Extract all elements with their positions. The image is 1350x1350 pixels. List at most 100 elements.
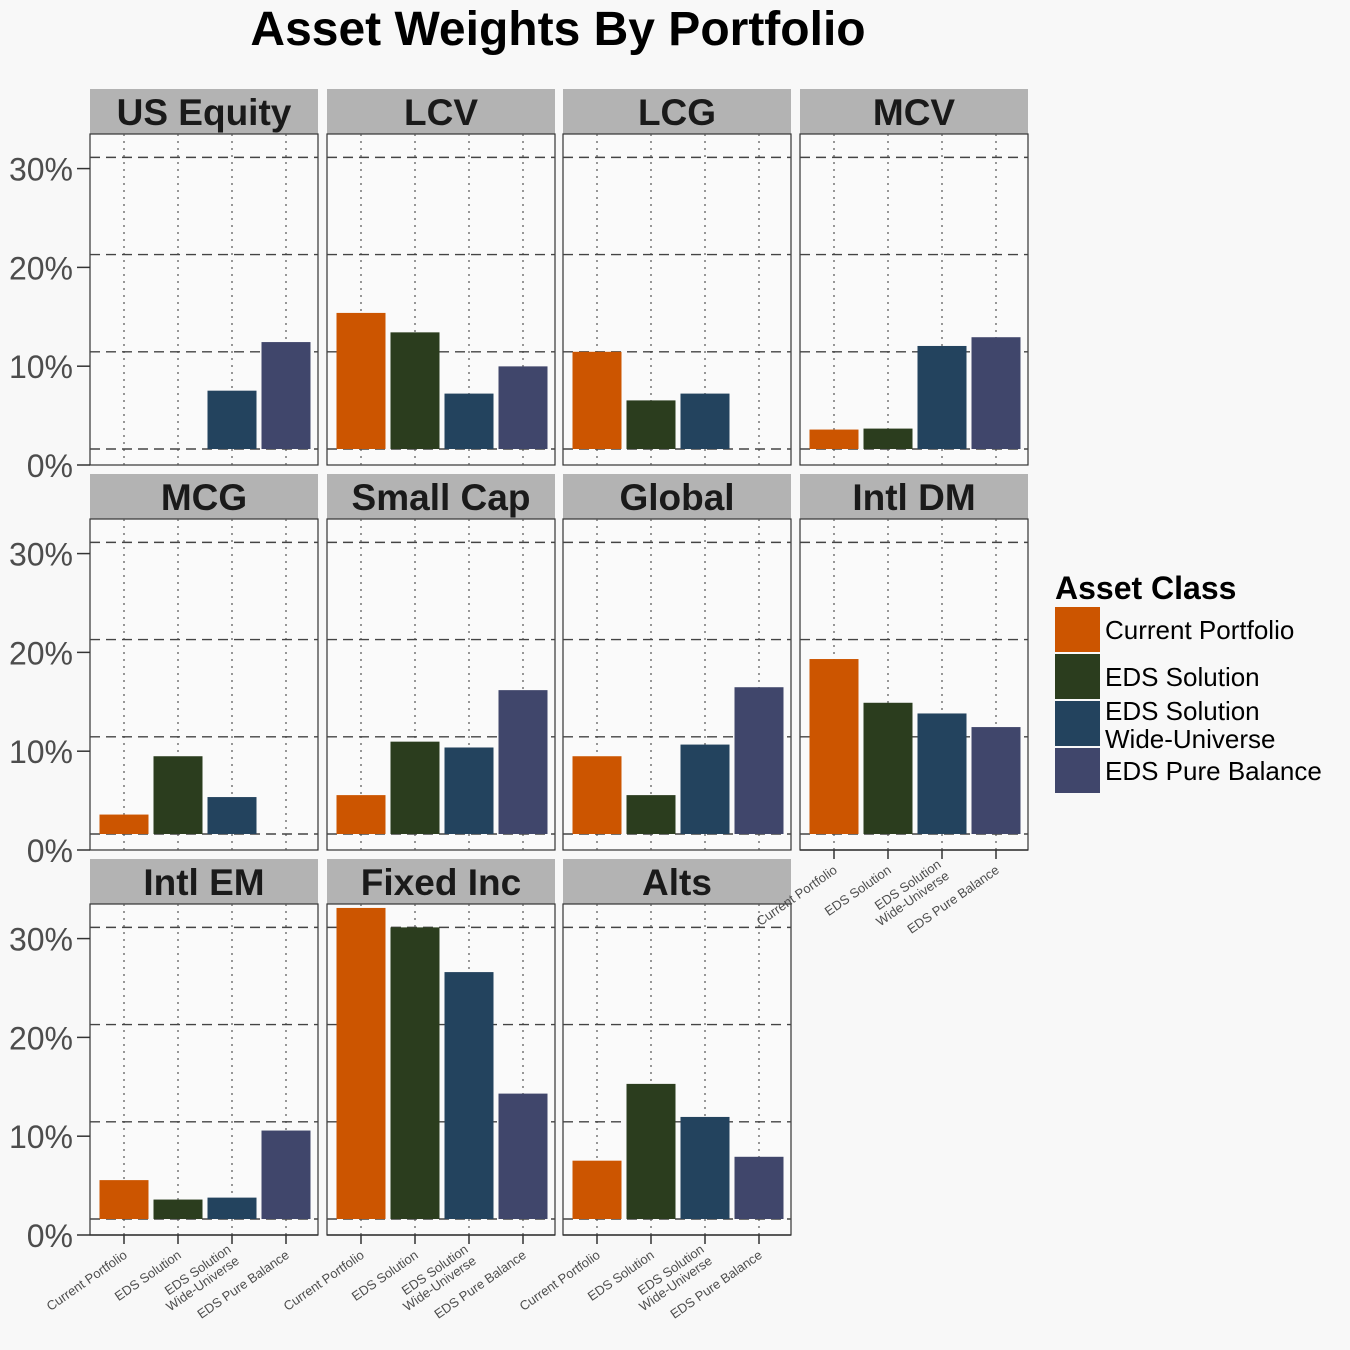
legend-label: EDS Solution: [1105, 662, 1260, 692]
legend-swatch: [1055, 654, 1100, 699]
bar-fixed-inc-eds-solution-wide-universe: [444, 972, 494, 1219]
panel-strip: [563, 474, 791, 519]
bar-intl-dm-eds-pure-balance: [971, 727, 1021, 834]
panel-intl-dm: Intl DM: [799, 474, 1029, 851]
panel-title: MCG: [161, 477, 247, 518]
y-tick-label: 0%: [27, 448, 73, 484]
bar-small-cap-current-portfolio: [336, 795, 386, 834]
bar-intl-dm-current-portfolio: [809, 659, 859, 834]
y-tick-label: 30%: [9, 922, 73, 958]
bar-lcg-current-portfolio: [572, 351, 622, 449]
bar-intl-em-eds-pure-balance: [261, 1130, 311, 1219]
panel-plot-area: [89, 518, 319, 851]
panel-mcg: MCG: [89, 474, 319, 851]
panel-strip: [800, 474, 1028, 519]
bar-us-equity-eds-pure-balance: [261, 342, 311, 449]
panel-alts: Alts: [562, 859, 792, 1236]
x-tick-label: Current Portfolio: [517, 1247, 603, 1314]
bar-alts-eds-solution-wide-universe: [680, 1116, 730, 1219]
panel-title: Small Cap: [352, 477, 531, 518]
y-tick-label: 20%: [9, 250, 73, 286]
x-tick-label: Current Portfolio: [281, 1247, 367, 1314]
bar-lcv-current-portfolio: [336, 312, 386, 449]
x-tick-label: Current Portfolio: [44, 1247, 130, 1314]
bar-global-current-portfolio: [572, 756, 622, 834]
chart-title: Asset Weights By Portfolio: [250, 3, 865, 56]
legend: Asset Class Current Portfolio EDS Solutio…: [1055, 570, 1322, 793]
bar-lcv-eds-solution: [390, 332, 440, 449]
y-tick-label: 20%: [9, 635, 73, 671]
bar-fixed-inc-eds-solution: [390, 927, 440, 1219]
panel-title: LCG: [638, 92, 716, 133]
y-tick-label: 0%: [27, 1218, 73, 1254]
bar-global-eds-pure-balance: [734, 687, 784, 834]
bar-small-cap-eds-solution: [390, 741, 440, 834]
bar-global-eds-solution-wide-universe: [680, 744, 730, 834]
panel-title: Intl DM: [852, 477, 975, 518]
panel-strip: [90, 89, 318, 134]
panel-lcv: LCV: [326, 89, 556, 466]
legend-swatch: [1055, 607, 1100, 652]
bar-alts-eds-pure-balance: [734, 1156, 784, 1219]
panel-strip: [563, 89, 791, 134]
bar-global-eds-solution: [626, 795, 676, 834]
legend-title: Asset Class: [1055, 570, 1236, 606]
legend-item-eds-pure-balance: EDS Pure Balance: [1055, 748, 1322, 793]
panel-us-equity: US Equity: [89, 89, 319, 466]
bar-intl-em-current-portfolio: [99, 1180, 149, 1219]
panel-strip: [327, 89, 555, 134]
legend-swatch: [1055, 748, 1100, 793]
panel-title: Global: [619, 477, 734, 518]
panel-lcg: LCG: [562, 89, 792, 466]
panel-small-cap: Small Cap: [326, 474, 556, 851]
y-tick-label: 10%: [9, 734, 73, 770]
legend-label: EDS Solution Wide-Universe: [1105, 696, 1276, 754]
legend-item-eds-solution: EDS Solution: [1055, 654, 1260, 699]
panel-strip: [563, 859, 791, 904]
bar-fixed-inc-eds-pure-balance: [498, 1093, 548, 1219]
bar-lcg-eds-solution-wide-universe: [680, 393, 730, 449]
bar-mcv-current-portfolio: [809, 429, 859, 449]
panel-strip: [800, 89, 1028, 134]
panel-title: Intl EM: [143, 862, 264, 903]
bar-mcv-eds-pure-balance: [971, 337, 1021, 449]
panel-mcv: MCV: [799, 89, 1029, 466]
y-tick-label: 10%: [9, 349, 73, 385]
bar-lcv-eds-pure-balance: [498, 366, 548, 449]
panel-fixed-inc: Fixed Inc: [326, 859, 556, 1236]
bar-mcg-eds-solution-wide-universe: [207, 797, 257, 834]
bar-mcg-eds-solution: [153, 756, 203, 834]
bar-mcv-eds-solution: [863, 428, 913, 449]
legend-swatch: [1055, 701, 1100, 746]
legend-item-eds-solution-wide-universe: EDS Solution Wide-Universe: [1055, 696, 1276, 754]
bar-alts-current-portfolio: [572, 1160, 622, 1219]
bar-lcv-eds-solution-wide-universe: [444, 393, 494, 449]
bar-small-cap-eds-solution-wide-universe: [444, 747, 494, 834]
panel-title: Fixed Inc: [361, 862, 521, 903]
y-tick-label: 20%: [9, 1020, 73, 1056]
bar-us-equity-eds-solution-wide-universe: [207, 390, 257, 449]
y-tick-label: 10%: [9, 1119, 73, 1155]
bar-intl-dm-eds-solution-wide-universe: [917, 713, 967, 834]
bar-mcg-current-portfolio: [99, 814, 149, 834]
bar-intl-dm-eds-solution: [863, 702, 913, 834]
panel-title: US Equity: [117, 92, 292, 133]
panel-intl-em: Intl EM: [89, 859, 319, 1236]
bar-small-cap-eds-pure-balance: [498, 690, 548, 834]
bar-fixed-inc-current-portfolio: [336, 907, 386, 1219]
panel-title: Alts: [642, 862, 712, 903]
panel-title: MCV: [873, 92, 956, 133]
legend-label: Current Portfolio: [1105, 615, 1294, 645]
bar-alts-eds-solution: [626, 1083, 676, 1219]
y-tick-label: 30%: [9, 152, 73, 188]
bar-lcg-eds-solution: [626, 400, 676, 449]
panel-strip: [90, 859, 318, 904]
y-tick-label: 30%: [9, 537, 73, 573]
legend-label: EDS Pure Balance: [1105, 756, 1322, 786]
panel-strip: [327, 859, 555, 904]
